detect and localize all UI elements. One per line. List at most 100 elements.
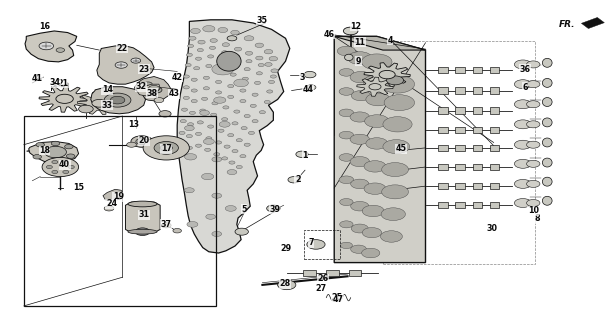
Circle shape [183,75,189,78]
Circle shape [306,85,316,90]
Polygon shape [135,76,171,101]
Text: 34: 34 [50,78,61,87]
Polygon shape [349,270,362,276]
Circle shape [65,144,73,149]
Circle shape [220,59,226,62]
Polygon shape [103,189,124,201]
Circle shape [184,125,194,131]
Polygon shape [126,202,160,233]
Text: 24: 24 [106,199,117,208]
Circle shape [350,134,370,144]
Circle shape [514,100,531,109]
Text: 30: 30 [487,224,498,233]
Ellipse shape [128,229,157,234]
Ellipse shape [542,98,552,107]
Circle shape [382,185,409,199]
Circle shape [215,80,221,84]
Circle shape [206,64,212,68]
Circle shape [365,115,389,127]
Circle shape [526,61,540,68]
Circle shape [351,224,368,233]
Circle shape [227,170,237,175]
Text: 6: 6 [523,83,528,92]
Circle shape [190,28,200,34]
Circle shape [340,242,353,249]
Circle shape [339,131,354,139]
Circle shape [240,100,246,103]
Circle shape [383,140,410,154]
Text: 33: 33 [102,101,113,110]
Polygon shape [25,31,77,62]
Circle shape [218,129,224,132]
Circle shape [221,157,228,160]
Circle shape [256,56,263,60]
Circle shape [203,26,215,32]
Circle shape [183,86,189,89]
Text: 46: 46 [324,30,335,39]
Circle shape [234,110,240,113]
Circle shape [66,154,75,158]
Circle shape [212,102,218,105]
Circle shape [104,206,114,211]
Polygon shape [438,87,448,94]
Circle shape [135,228,150,236]
Circle shape [242,77,248,80]
Circle shape [234,55,240,58]
Circle shape [209,46,215,50]
Circle shape [350,156,370,167]
Circle shape [288,177,300,183]
Text: 42: 42 [171,73,183,82]
Circle shape [195,132,201,135]
Circle shape [225,205,236,211]
Circle shape [340,221,353,228]
Text: 11: 11 [354,38,365,47]
Circle shape [127,142,137,147]
Polygon shape [438,145,448,151]
Circle shape [218,28,228,33]
Text: 2: 2 [295,175,301,184]
Circle shape [339,109,354,117]
Circle shape [215,91,221,94]
Circle shape [248,131,254,134]
Circle shape [379,70,395,79]
Circle shape [366,138,388,149]
Circle shape [199,110,209,116]
Circle shape [252,93,258,96]
Circle shape [184,154,196,160]
Text: 13: 13 [128,120,139,130]
Circle shape [206,137,212,140]
Text: 45: 45 [396,144,407,153]
Text: 14: 14 [102,85,113,94]
Circle shape [514,120,531,129]
Circle shape [181,108,187,111]
Circle shape [160,145,172,151]
Circle shape [46,165,52,169]
Circle shape [339,88,354,95]
Circle shape [188,36,196,40]
Circle shape [364,75,390,89]
Circle shape [52,160,58,164]
Circle shape [179,143,185,146]
Circle shape [207,55,213,58]
Circle shape [340,198,353,205]
Circle shape [264,100,270,104]
Circle shape [246,60,252,63]
Circle shape [212,63,234,75]
Circle shape [255,43,264,48]
Text: 17: 17 [161,144,172,153]
Circle shape [186,53,192,56]
Ellipse shape [542,118,552,127]
Polygon shape [455,108,465,114]
Circle shape [185,63,191,67]
Circle shape [187,44,193,48]
Circle shape [252,120,258,123]
Circle shape [173,228,181,233]
Circle shape [296,151,308,157]
Text: 47: 47 [333,295,344,304]
Circle shape [51,158,60,163]
Circle shape [514,180,531,188]
Circle shape [265,62,272,66]
Text: 12: 12 [350,22,361,31]
Circle shape [351,201,369,211]
Circle shape [201,173,214,180]
